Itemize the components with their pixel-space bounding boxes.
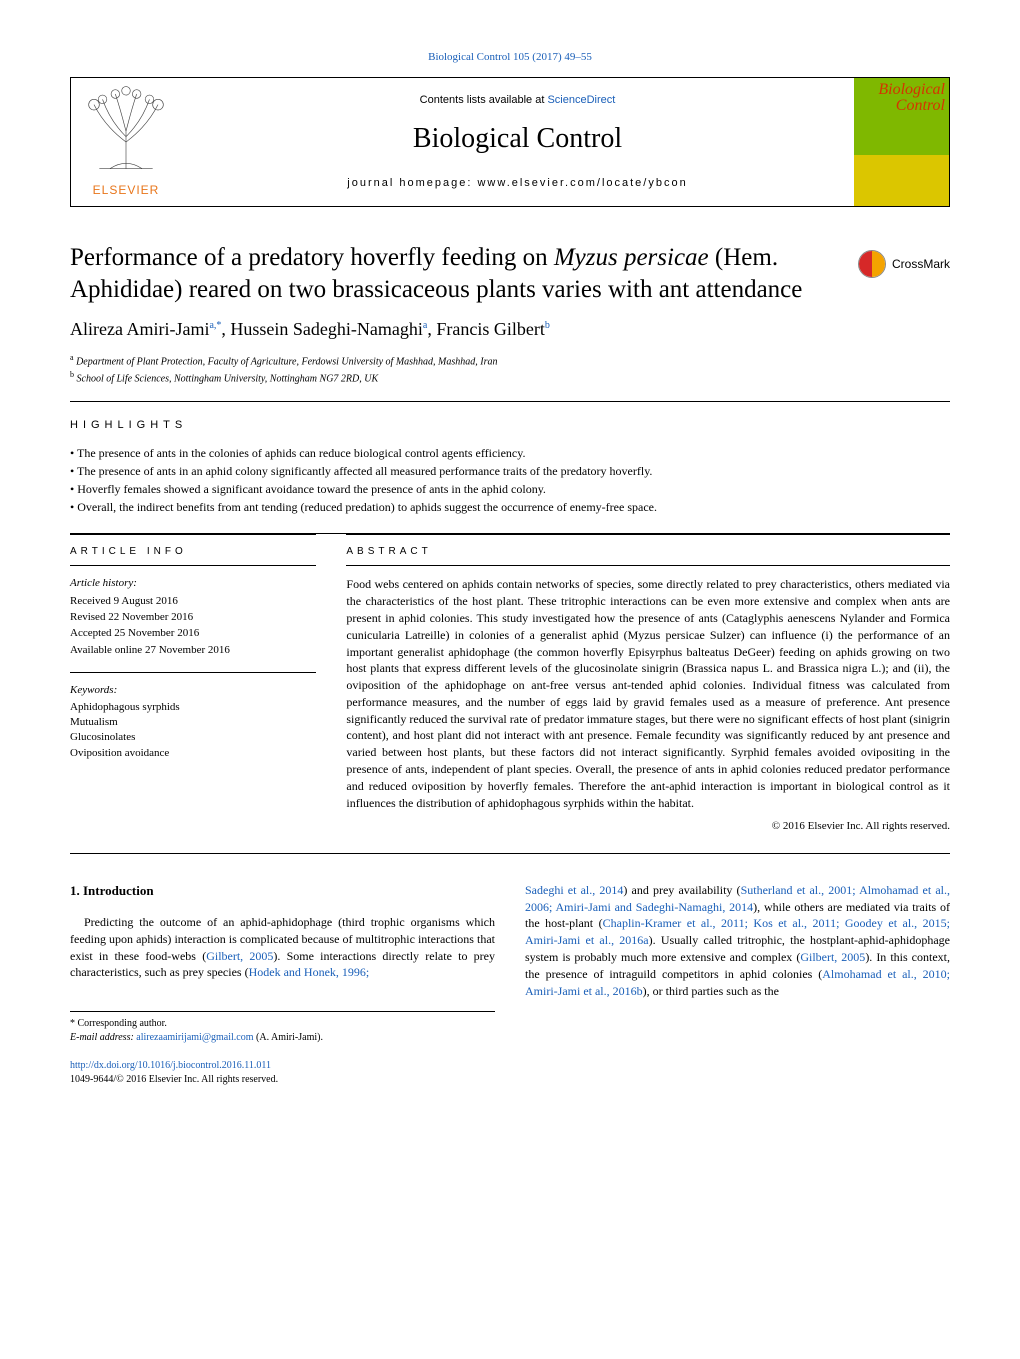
highlights-list: The presence of ants in the colonies of … — [70, 445, 950, 515]
crossmark-icon — [858, 250, 886, 278]
keywords-label: Keywords: — [70, 672, 316, 698]
journal-cover: Biological Control — [854, 78, 949, 206]
citation-link[interactable]: Hodek and Honek, 1996; — [249, 965, 370, 979]
highlights-head: HIGHLIGHTS — [70, 418, 950, 433]
introduction-head: 1. Introduction — [70, 882, 495, 900]
history-revised: Revised 22 November 2016 — [70, 610, 316, 625]
copyright: © 2016 Elsevier Inc. All rights reserved… — [346, 819, 950, 834]
doi-link[interactable]: http://dx.doi.org/10.1016/j.biocontrol.2… — [70, 1059, 495, 1073]
issn-line: 1049-9644/© 2016 Elsevier Inc. All right… — [70, 1073, 495, 1087]
crossmark-button[interactable]: CrossMark — [858, 250, 950, 278]
article-title: Performance of a predatory hoverfly feed… — [70, 242, 858, 305]
author-1-sup: a,* — [209, 320, 221, 331]
elsevier-label: ELSEVIER — [71, 180, 181, 199]
highlight-item: The presence of ants in the colonies of … — [70, 445, 950, 462]
abstract-text: Food webs centered on aphids contain net… — [346, 576, 950, 811]
highlight-item: Overall, the indirect benefits from ant … — [70, 499, 950, 516]
journal-header: ELSEVIER Contents lists available at Sci… — [70, 77, 950, 207]
highlight-item: Hoverfly females showed a significant av… — [70, 481, 950, 498]
author-3-sup: b — [545, 320, 550, 331]
highlight-item: The presence of ants in an aphid colony … — [70, 463, 950, 480]
keyword: Aphidophagous syrphids — [70, 700, 316, 715]
elsevier-logo: ELSEVIER — [71, 78, 181, 206]
contents-line: Contents lists available at ScienceDirec… — [181, 93, 854, 108]
journal-name: Biological Control — [181, 119, 854, 158]
title-part1: Performance of a predatory hoverfly feed… — [70, 244, 554, 271]
intro-text-segment: ) and prey availability ( — [623, 883, 740, 897]
keyword: Mutualism — [70, 715, 316, 730]
homepage-prefix: journal homepage: — [347, 177, 477, 189]
intro-paragraph: Predicting the outcome of an aphid-aphid… — [70, 914, 495, 981]
crossmark-label: CrossMark — [892, 256, 950, 273]
author-2: Hussein Sadeghi-Namaghi — [230, 319, 422, 339]
author-1: Alireza Amiri-Jami — [70, 319, 209, 339]
divider — [70, 401, 950, 402]
history-accepted: Accepted 25 November 2016 — [70, 626, 316, 641]
affiliation-b: School of Life Sciences, Nottingham Univ… — [77, 374, 379, 385]
email-label: E-mail address: — [70, 1032, 136, 1043]
history-label: Article history: — [70, 576, 316, 591]
intro-paragraph: Sadeghi et al., 2014) and prey availabil… — [525, 882, 950, 1000]
email-suffix: (A. Amiri-Jami). — [254, 1032, 323, 1043]
corresponding-author: * Corresponding author. — [70, 1017, 495, 1031]
contents-prefix: Contents lists available at — [420, 94, 548, 106]
citation-link[interactable]: Gilbert, 2005 — [206, 949, 273, 963]
title-italic1: Myzus persicae — [554, 244, 709, 271]
journal-homepage: journal homepage: www.elsevier.com/locat… — [181, 176, 854, 191]
authors-line: Alireza Amiri-Jamia,*, Hussein Sadeghi-N… — [70, 317, 950, 342]
history-received: Received 9 August 2016 — [70, 594, 316, 609]
keyword: Oviposition avoidance — [70, 746, 316, 761]
homepage-url-link[interactable]: www.elsevier.com/locate/ybcon — [477, 177, 687, 189]
elsevier-tree-icon — [71, 78, 181, 174]
divider — [70, 853, 950, 854]
affiliation-a: Department of Plant Protection, Faculty … — [76, 356, 497, 367]
affiliations: a Department of Plant Protection, Facult… — [70, 352, 950, 387]
intro-text-segment: ), or third parties such as the — [643, 984, 779, 998]
author-3: Francis Gilbert — [436, 319, 544, 339]
citation-link[interactable]: Sadeghi et al., 2014 — [525, 883, 623, 897]
article-info-head: ARTICLE INFO — [70, 545, 316, 559]
history-online: Available online 27 November 2016 — [70, 643, 316, 658]
keyword: Glucosinolates — [70, 730, 316, 745]
citation-link[interactable]: Gilbert, 2005 — [800, 950, 865, 964]
top-citation-link[interactable]: Biological Control 105 (2017) 49–55 — [70, 50, 950, 65]
author-2-sup: a — [423, 320, 427, 331]
email-link[interactable]: alirezaamirijami@gmail.com — [136, 1032, 253, 1043]
sciencedirect-link[interactable]: ScienceDirect — [547, 94, 615, 106]
header-center: Contents lists available at ScienceDirec… — [181, 78, 854, 206]
cover-title-2: Control — [896, 97, 945, 114]
cover-title-1: Biological — [878, 81, 945, 98]
abstract-head: ABSTRACT — [346, 545, 950, 559]
